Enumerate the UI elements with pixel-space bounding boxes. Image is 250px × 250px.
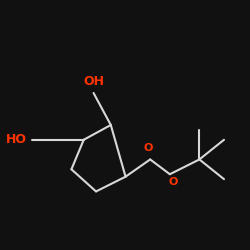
Text: O: O (169, 177, 178, 187)
Text: HO: HO (6, 133, 27, 146)
Text: OH: OH (83, 75, 104, 88)
Text: O: O (143, 143, 152, 153)
